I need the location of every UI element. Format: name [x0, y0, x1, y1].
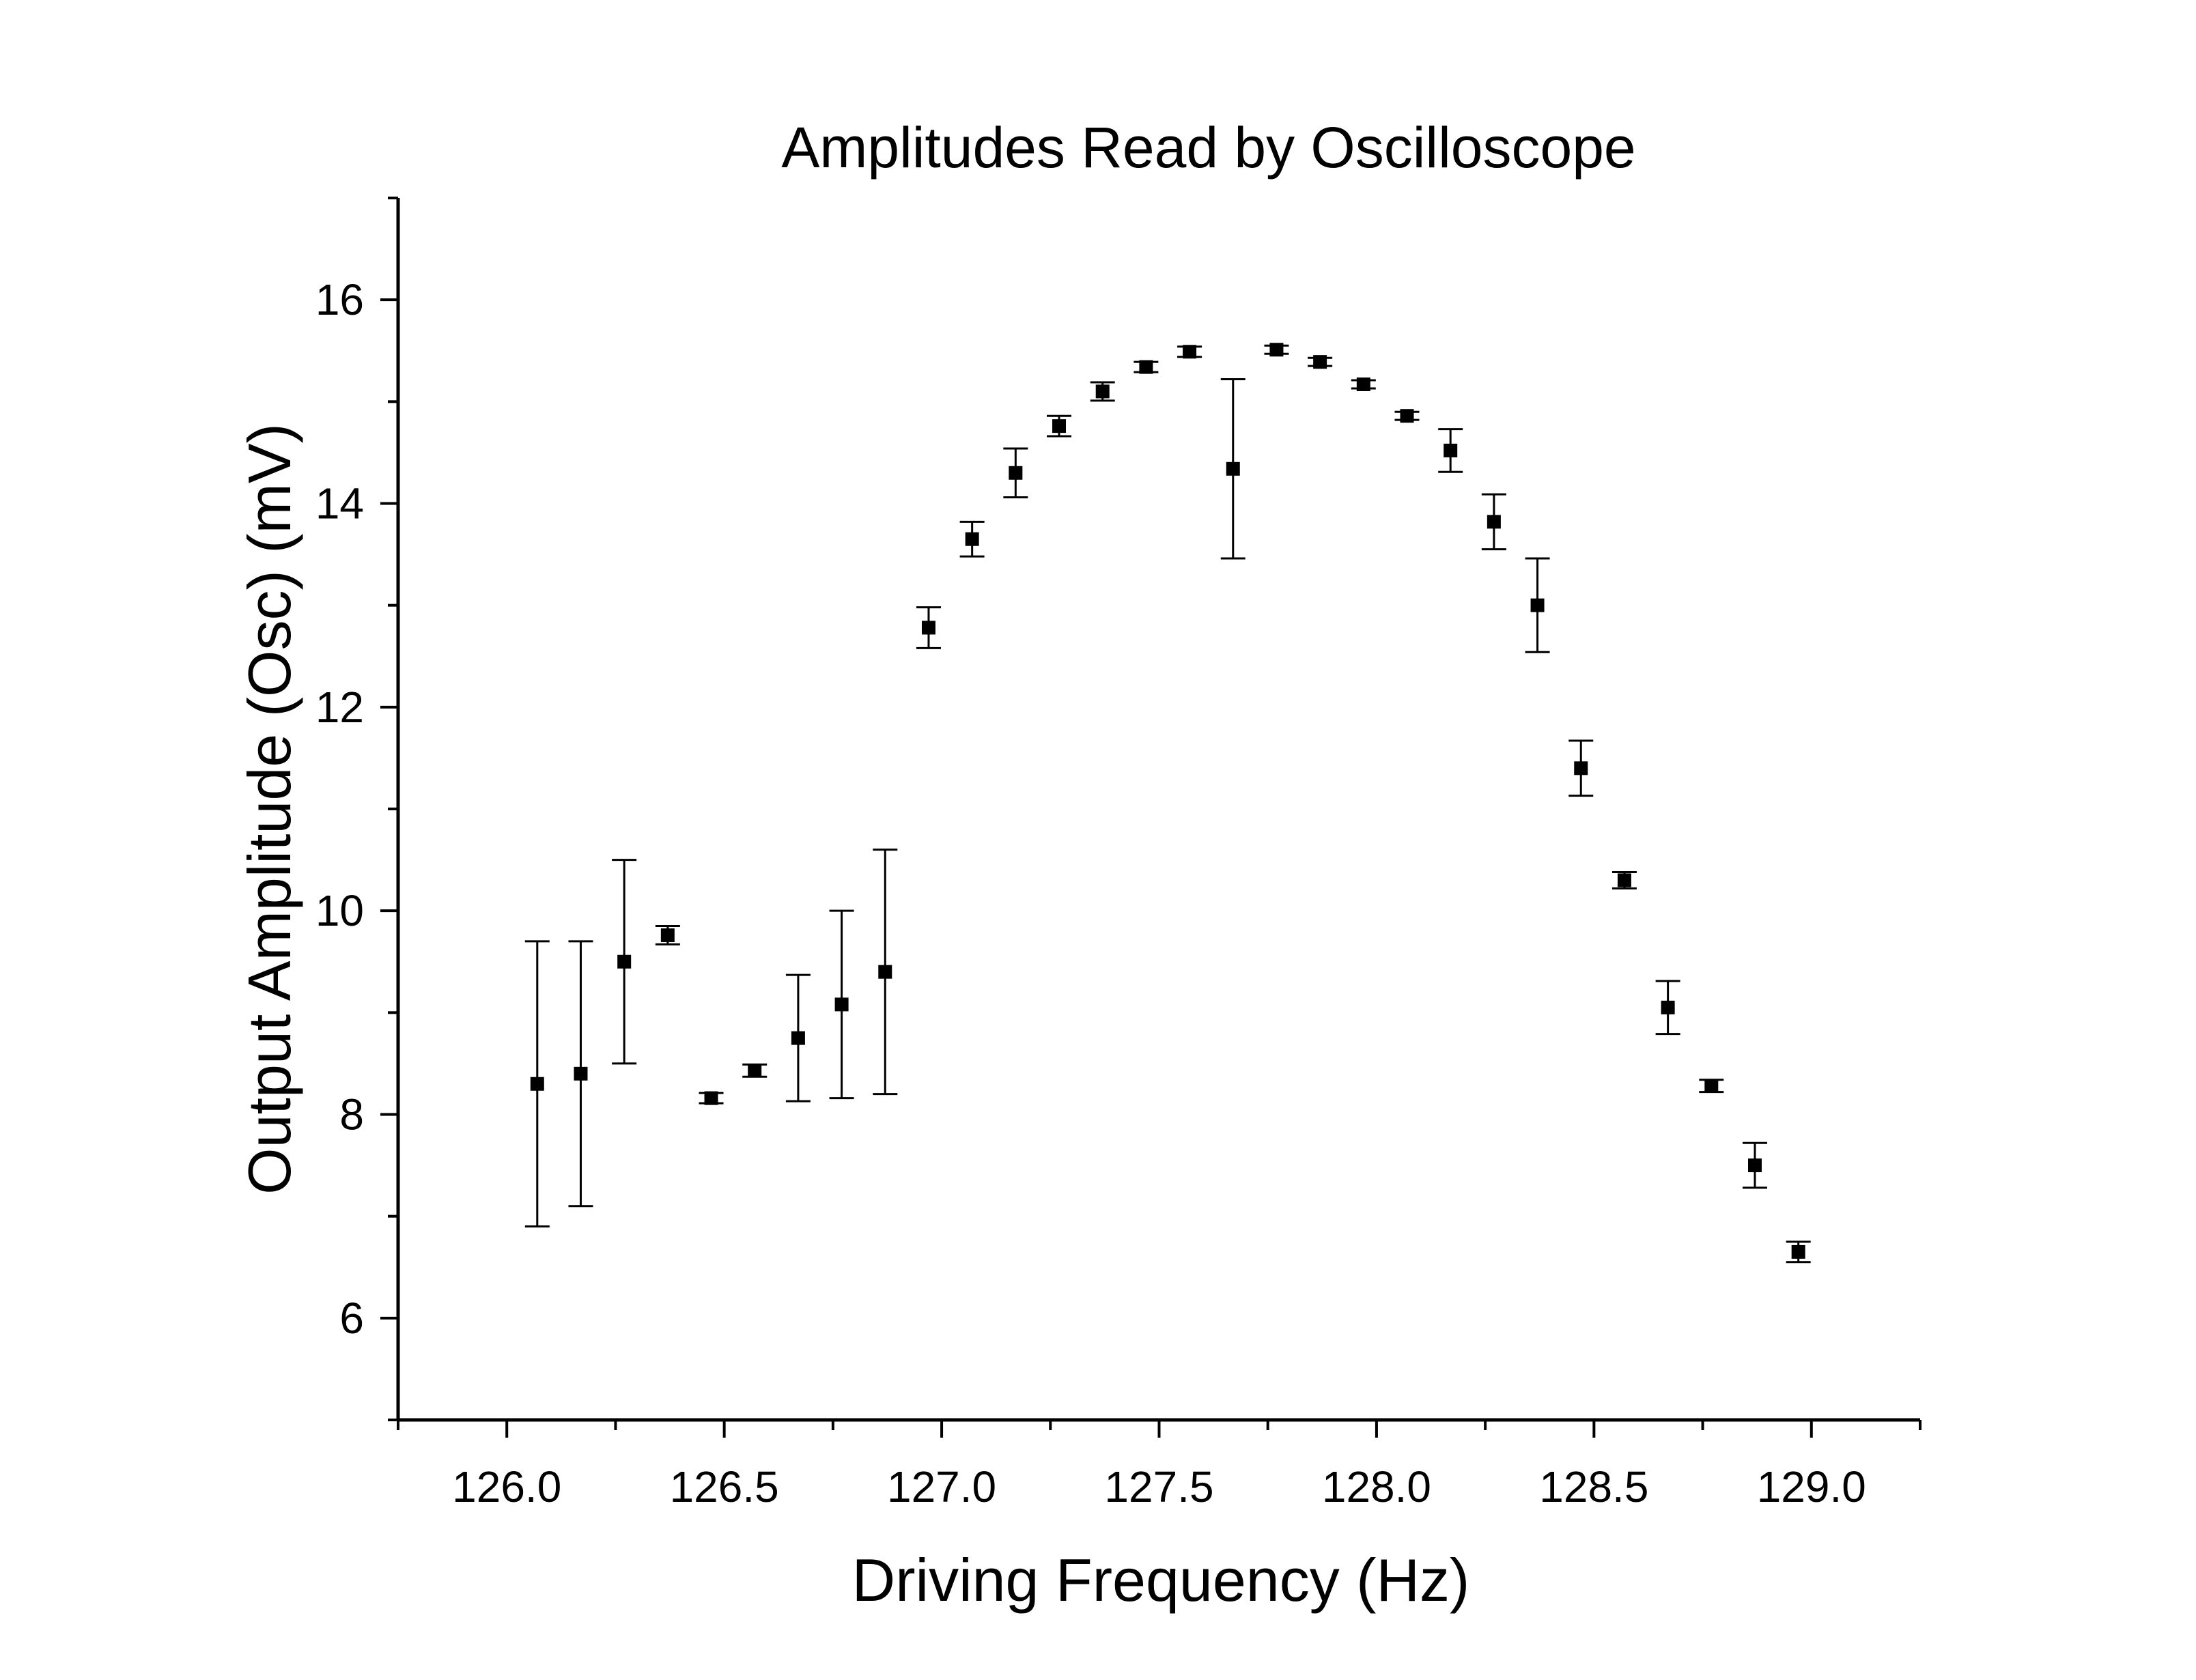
- data-point-marker: [1530, 598, 1545, 612]
- y-tick-label: 14: [315, 479, 364, 528]
- data-point-marker: [965, 532, 979, 546]
- x-tick-label: 128.0: [1322, 1462, 1431, 1511]
- data-point-marker: [1617, 873, 1631, 887]
- error-bars: [524, 344, 1811, 1264]
- data-point-marker: [1487, 515, 1501, 529]
- x-axis-label: Driving Frequency (Hz): [852, 1546, 1470, 1614]
- y-tick-label: 16: [315, 275, 364, 324]
- data-point-marker: [1009, 466, 1023, 480]
- data-point-marker: [574, 1066, 588, 1081]
- y-axis-ticks: 6 8 10 12 14 16: [315, 197, 398, 1421]
- data-point-marker: [1704, 1079, 1719, 1093]
- y-tick-label: 10: [315, 886, 364, 935]
- data-point-marker: [1139, 360, 1153, 374]
- data-point-marker: [1226, 461, 1240, 476]
- data-point-marker: [878, 965, 892, 979]
- y-tick-label: 6: [339, 1294, 364, 1343]
- data-point-marker: [1791, 1244, 1805, 1259]
- x-tick-label: 127.5: [1104, 1462, 1213, 1511]
- x-axis-ticks: 126.0 126.5 127.0 127.5 128.0 128.5 129.0: [397, 1420, 1922, 1511]
- y-tick-label: 12: [315, 683, 364, 732]
- data-point-marker: [1444, 443, 1458, 457]
- data-point-marker: [1661, 1000, 1675, 1014]
- x-tick-label: 127.0: [887, 1462, 996, 1511]
- x-tick-label: 129.0: [1757, 1462, 1866, 1511]
- axes: [396, 198, 1920, 1422]
- data-point-marker: [1400, 409, 1414, 423]
- x-tick-label: 126.0: [452, 1462, 561, 1511]
- data-point-marker: [1269, 343, 1284, 357]
- data-point-marker: [1095, 384, 1110, 399]
- data-point-marker: [791, 1031, 805, 1045]
- y-tick-label: 8: [339, 1090, 364, 1139]
- data-point-marker: [834, 997, 849, 1012]
- data-point-marker: [1356, 377, 1370, 391]
- data-point-marker: [660, 928, 675, 942]
- data-point-marker: [1574, 761, 1588, 775]
- data-point-marker: [617, 954, 632, 969]
- data-point-marker: [748, 1064, 762, 1078]
- data-point-marker: [1313, 355, 1327, 369]
- y-axis-label: Output Amplitude (Osc) (mV): [236, 423, 303, 1195]
- data-point-marker: [1747, 1158, 1762, 1173]
- data-point-marker: [530, 1077, 544, 1091]
- x-tick-label: 126.5: [670, 1462, 779, 1511]
- data-point-marker: [1052, 419, 1067, 433]
- data-point-marker: [1183, 345, 1197, 359]
- chart-title: Amplitudes Read by Oscilloscope: [781, 115, 1635, 180]
- data-point-marker: [921, 621, 935, 635]
- data-point-marker: [704, 1091, 718, 1105]
- x-tick-label: 128.5: [1539, 1462, 1648, 1511]
- data-points: [530, 343, 1805, 1259]
